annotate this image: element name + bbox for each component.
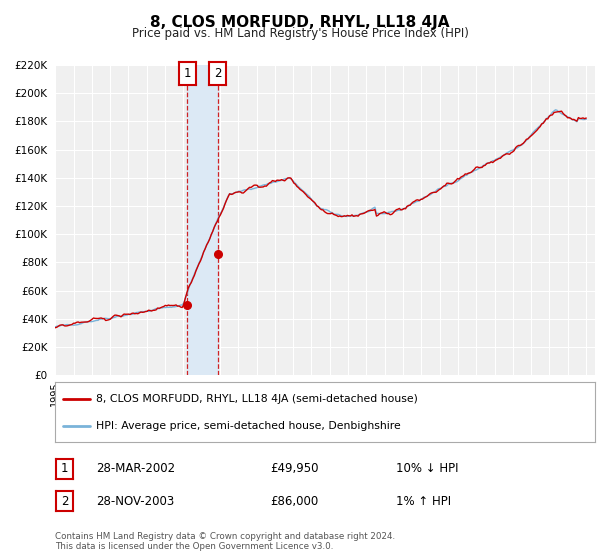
Text: £86,000: £86,000 — [270, 494, 318, 508]
Text: 1% ↑ HPI: 1% ↑ HPI — [396, 494, 451, 508]
Text: Contains HM Land Registry data © Crown copyright and database right 2024.: Contains HM Land Registry data © Crown c… — [55, 532, 395, 541]
Text: 28-MAR-2002: 28-MAR-2002 — [96, 462, 175, 475]
Text: 8, CLOS MORFUDD, RHYL, LL18 4JA: 8, CLOS MORFUDD, RHYL, LL18 4JA — [150, 15, 450, 30]
Text: HPI: Average price, semi-detached house, Denbighshire: HPI: Average price, semi-detached house,… — [96, 421, 400, 431]
Text: 1: 1 — [184, 67, 191, 80]
Text: 10% ↓ HPI: 10% ↓ HPI — [396, 462, 458, 475]
Text: Price paid vs. HM Land Registry's House Price Index (HPI): Price paid vs. HM Land Registry's House … — [131, 27, 469, 40]
Text: 8, CLOS MORFUDD, RHYL, LL18 4JA (semi-detached house): 8, CLOS MORFUDD, RHYL, LL18 4JA (semi-de… — [96, 394, 418, 404]
Text: 1: 1 — [61, 462, 68, 475]
Text: £49,950: £49,950 — [270, 462, 319, 475]
Text: This data is licensed under the Open Government Licence v3.0.: This data is licensed under the Open Gov… — [55, 542, 334, 551]
Text: 28-NOV-2003: 28-NOV-2003 — [96, 494, 174, 508]
Bar — [187, 65, 218, 375]
Text: 2: 2 — [61, 494, 68, 508]
Text: 2: 2 — [214, 67, 221, 80]
